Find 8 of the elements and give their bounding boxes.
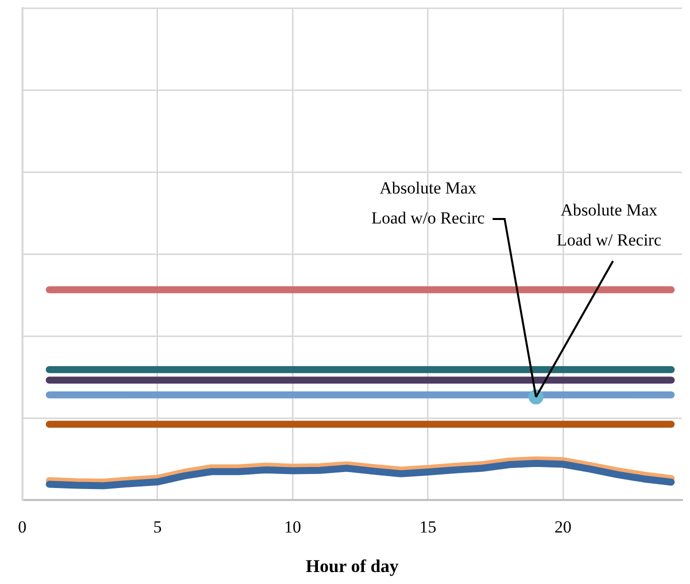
x-tick-label: 20	[554, 518, 572, 537]
x-tick-label: 10	[284, 518, 302, 537]
annotation: Absolute Max Load w/o Recirc	[371, 178, 486, 228]
x-tick-label: 5	[153, 518, 162, 537]
x-tick-label: 15	[419, 518, 436, 537]
x-axis-title: Hour of day	[306, 556, 398, 576]
annotation: Absolute Max Load w/ Recirc	[556, 200, 662, 250]
x-tick-label: 0	[18, 518, 26, 537]
